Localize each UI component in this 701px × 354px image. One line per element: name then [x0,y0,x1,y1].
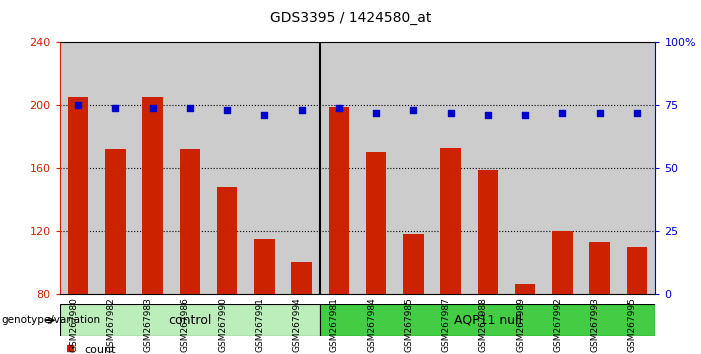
Bar [142,97,163,294]
Point [594,110,605,116]
Bar [358,42,395,294]
Point [371,110,382,116]
Text: control: control [168,314,212,327]
Bar [283,42,320,294]
Bar [179,149,200,294]
Point [110,9,121,15]
Point [147,105,158,111]
Text: GSM267989: GSM267989 [516,297,525,352]
Bar [60,42,97,294]
Bar [97,42,134,294]
Bar [134,42,171,294]
Text: AQP11 null: AQP11 null [454,314,522,327]
Bar [68,97,88,294]
Text: GSM267982: GSM267982 [107,297,116,352]
Bar [171,42,209,294]
Text: GSM267993: GSM267993 [590,297,599,352]
Text: GSM267988: GSM267988 [479,297,488,352]
Bar [292,262,312,294]
Text: GSM267986: GSM267986 [181,297,190,352]
Bar [590,242,610,294]
Bar [320,42,358,294]
Bar [105,149,125,294]
Point [519,113,531,118]
Text: GSM267990: GSM267990 [218,297,227,352]
Bar [366,153,386,294]
Text: genotype/variation: genotype/variation [1,315,100,325]
Text: GSM267984: GSM267984 [367,297,376,352]
Bar [217,187,238,294]
Bar [544,42,581,294]
Point [73,103,84,108]
Bar [515,284,536,294]
Bar [477,170,498,294]
Bar [469,42,506,294]
Point [445,110,456,116]
Text: GSM267983: GSM267983 [144,297,153,352]
Point [333,105,344,111]
Text: count: count [84,346,116,354]
Bar [395,42,432,294]
Text: GDS3395 / 1424580_at: GDS3395 / 1424580_at [270,11,431,25]
Bar [581,42,618,294]
Bar [320,304,655,336]
Point [184,105,196,111]
Text: GSM267995: GSM267995 [628,297,637,352]
Bar [552,231,573,294]
Bar [506,42,544,294]
Bar [440,148,461,294]
Point [296,108,307,113]
Bar [209,42,246,294]
Point [557,110,568,116]
Point [408,108,419,113]
Point [222,108,233,113]
Bar [60,304,320,336]
Bar [246,42,283,294]
Bar [403,234,423,294]
Text: GSM267985: GSM267985 [404,297,414,352]
Bar [432,42,469,294]
Bar [618,42,655,294]
Bar [254,239,275,294]
Point [631,110,642,116]
Text: GSM267992: GSM267992 [553,297,562,352]
Point [259,113,270,118]
Bar [329,107,349,294]
Text: GSM267987: GSM267987 [442,297,451,352]
Text: GSM267994: GSM267994 [292,297,301,352]
Text: GSM267981: GSM267981 [330,297,339,352]
Text: GSM267991: GSM267991 [255,297,264,352]
Point [482,113,494,118]
Text: GSM267980: GSM267980 [69,297,79,352]
Point [110,236,121,241]
Point [110,105,121,111]
Bar [627,247,647,294]
